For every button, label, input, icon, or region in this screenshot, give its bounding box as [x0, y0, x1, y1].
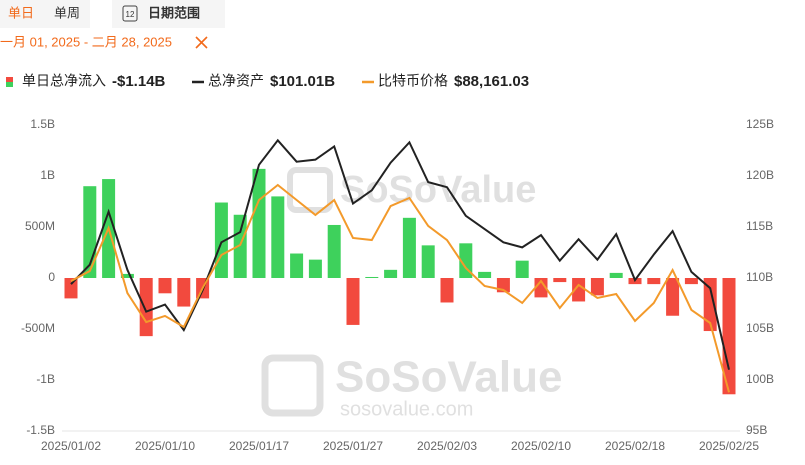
x-tick-label: 2025/01/02 [41, 439, 101, 453]
bar [478, 271, 492, 278]
x-tick-label: 2025/02/03 [417, 439, 477, 453]
legend-value: $101.01B [270, 73, 335, 90]
clear-icon[interactable] [195, 36, 208, 49]
bar [252, 168, 266, 278]
y2-tick-label: 100B [746, 372, 774, 386]
bar [308, 259, 322, 278]
bar [459, 243, 473, 278]
bar [421, 245, 435, 278]
bar [384, 269, 398, 278]
bar [120, 273, 134, 278]
bar [290, 253, 304, 278]
y2-tick-label: 115B [746, 219, 773, 233]
y-tick-label: 500M [25, 219, 55, 233]
bar [158, 278, 172, 294]
legend-label: 单日总净流入 [22, 73, 106, 89]
legend-swatch [6, 77, 13, 82]
legend-swatch [6, 82, 13, 87]
watermark-brand: SoSoValue [340, 169, 536, 211]
x-tick-label: 2025/01/27 [323, 439, 383, 453]
bar [572, 278, 586, 302]
range-button-label[interactable]: 日期范围 [148, 5, 200, 20]
legend-value: -$1.14B [112, 73, 166, 90]
bar [553, 278, 567, 283]
bar [534, 278, 548, 298]
tab-group [0, 0, 90, 28]
y-tick-label: -1B [36, 372, 55, 386]
bar [722, 278, 736, 395]
y2-tick-label: 125B [746, 117, 774, 131]
x-tick-label: 2025/01/17 [229, 439, 289, 453]
bar [515, 260, 529, 278]
bar [177, 278, 191, 307]
watermark-site: sosovalue.com [340, 398, 473, 420]
bar [684, 278, 698, 285]
bar [590, 278, 604, 296]
legend-label: 比特币价格 [378, 73, 448, 89]
date-range: 一月 01, 2025 - 二月 28, 2025 [0, 34, 172, 49]
bar [346, 278, 360, 325]
watermark: SoSoValue SoSoValue sosovalue.com [261, 167, 562, 420]
legend-label: 总净资产 [208, 73, 264, 89]
legend-value: $88,161.03 [454, 73, 529, 90]
x-tick-label: 2025/02/18 [605, 439, 665, 453]
bar [402, 217, 416, 278]
calendar-icon [122, 5, 138, 22]
bar [365, 276, 379, 278]
y-tick-label: -500M [21, 321, 55, 335]
bar [666, 278, 680, 316]
x-tick-label: 2025/02/25 [699, 439, 759, 453]
watermark-logo [261, 354, 324, 417]
bar [703, 278, 717, 332]
y-tick-label: 0 [48, 270, 55, 284]
calendar-icon-text: 12 [126, 10, 135, 19]
tab-active[interactable]: 单日 [8, 5, 34, 20]
bar [233, 214, 247, 278]
watermark-brand: SoSoValue [335, 353, 562, 402]
y2-tick-label: 110B [746, 270, 773, 284]
x-tick-label: 2025/02/10 [511, 439, 571, 453]
bar [139, 278, 153, 337]
bar [327, 224, 341, 278]
line [70, 183, 730, 393]
y2-tick-label: 95B [746, 423, 767, 437]
y2-tick-label: 120B [746, 168, 774, 182]
y-tick-label: 1B [40, 168, 55, 182]
x-tick-label: 2025/01/10 [135, 439, 195, 453]
range-button[interactable] [112, 0, 225, 28]
bar [440, 278, 454, 303]
y2-tick-label: 105B [746, 321, 774, 335]
bar [609, 272, 623, 278]
y-tick-label: 1.5B [30, 117, 55, 131]
y-tick-label: -1.5B [26, 423, 55, 437]
bar [647, 278, 661, 285]
bar [64, 278, 78, 299]
bar [271, 196, 285, 278]
watermark-logo [287, 167, 333, 213]
tab[interactable]: 单周 [54, 5, 80, 20]
